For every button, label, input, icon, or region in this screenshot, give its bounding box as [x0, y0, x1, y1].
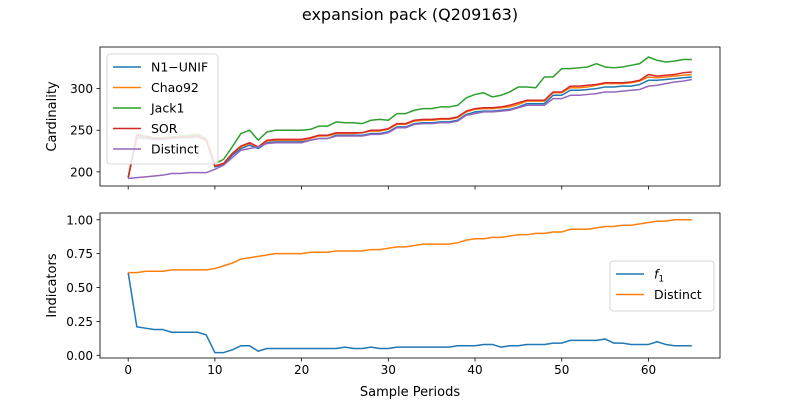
series-line-n1-unif	[127, 76, 692, 178]
figure-title: expansion pack (Q209163)	[302, 5, 518, 24]
series-line-f1	[127, 272, 692, 354]
y-tick-label: 0.00	[66, 349, 93, 363]
axes-frame	[99, 46, 721, 187]
y-tick-label: 200	[70, 165, 93, 179]
legend-label-jack1: Jack1	[150, 101, 184, 116]
series-line-distinct	[128, 78, 692, 180]
legend: f1 Distinct	[609, 260, 715, 312]
legend-frame	[609, 260, 715, 312]
y-tick-label: 1.00	[66, 213, 93, 227]
y-tick-label: 300	[70, 82, 93, 96]
y-tick-label: 0.50	[66, 281, 93, 295]
legend-label-distinct: Distinct	[654, 287, 702, 302]
x-tick-label: 40	[467, 363, 482, 377]
x-axis-label: Sample Periods	[360, 385, 460, 400]
series-line-jack1	[127, 56, 692, 178]
indicators-panel: 0 10 20 30 40 50 60 0.00 0.25 0.50 0.75 1.00 Indicat…	[45, 212, 721, 377]
legend: N1−UNIF Chao92 Jack1 SOR Distinct	[106, 53, 219, 165]
y-axis-label: Indicators	[45, 253, 60, 317]
series-line-distinct	[128, 219, 692, 274]
series-line-sor	[127, 71, 692, 178]
legend-label-distinct: Distinct	[151, 142, 199, 157]
legend-label-f1: f1	[654, 267, 664, 285]
legend-label-n1-unif: N1−UNIF	[151, 60, 208, 75]
cardinality-panel: 200 250 300 Cardinality N1−UNIF Chao92 Jack1 SO…	[45, 46, 721, 190]
legend-label-chao92: Chao92	[151, 80, 199, 95]
y-tick-label: 0.25	[66, 315, 93, 329]
axes-frame	[99, 212, 721, 359]
y-tick-label: 0.75	[66, 247, 93, 261]
x-tick-label: 60	[641, 363, 656, 377]
x-tick-label: 0	[124, 363, 132, 377]
x-tick-label: 30	[381, 363, 396, 377]
x-tick-label: 20	[294, 363, 309, 377]
legend-label-sor: SOR	[151, 121, 178, 136]
x-tick-label: 10	[207, 363, 222, 377]
legend-frame	[106, 53, 219, 165]
x-tick-label: 50	[554, 363, 569, 377]
y-axis-label: Cardinality	[45, 81, 60, 152]
y-tick-label: 250	[70, 124, 93, 138]
